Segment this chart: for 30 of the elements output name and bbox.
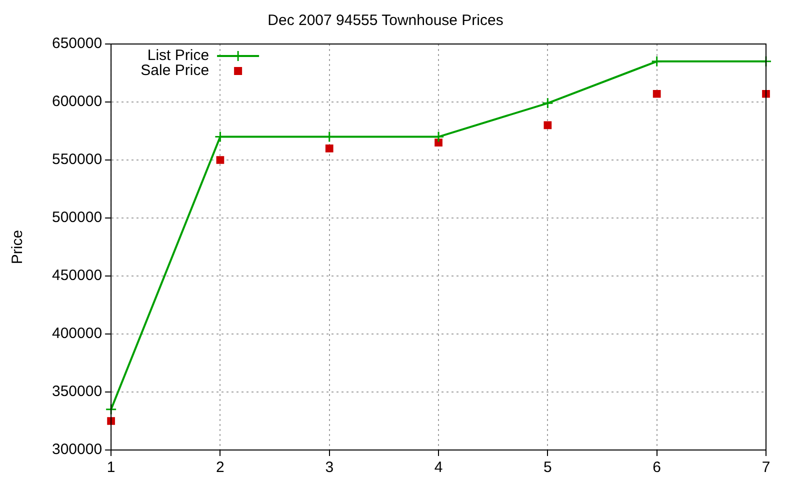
point — [434, 138, 442, 147]
point — [651, 56, 663, 68]
point — [762, 90, 770, 98]
point — [542, 97, 554, 109]
x-tick-label: 7 — [762, 459, 770, 476]
y-tick-label: 550000 — [52, 151, 102, 168]
y-tick-label: 350000 — [52, 383, 102, 400]
point — [107, 417, 115, 425]
y-tick-label: 400000 — [52, 325, 102, 342]
y-tick-label: 300000 — [52, 441, 102, 458]
point — [760, 56, 772, 68]
y-tick-label: 600000 — [52, 93, 102, 110]
x-tick-label: 1 — [106, 459, 116, 476]
y-tick-label: 500000 — [52, 209, 102, 226]
point — [216, 156, 224, 164]
y-tick-label: 450000 — [52, 267, 102, 284]
x-tick-label: 3 — [325, 459, 334, 476]
legend-label: List Price — [147, 47, 210, 64]
x-tick-label: 4 — [434, 459, 443, 476]
point — [652, 90, 661, 98]
chart-title: Dec 2007 94555 Townhouse Prices — [268, 12, 504, 30]
x-tick-label: 5 — [544, 459, 552, 476]
y-axis-title: Price — [9, 230, 26, 264]
y-tick-label: 650000 — [52, 35, 102, 52]
point — [105, 404, 117, 416]
x-tick-label: 6 — [652, 459, 662, 476]
x-tick-label: 2 — [216, 459, 224, 476]
point — [325, 144, 334, 152]
point — [544, 121, 552, 130]
legend-label: Sale Price — [140, 62, 210, 80]
